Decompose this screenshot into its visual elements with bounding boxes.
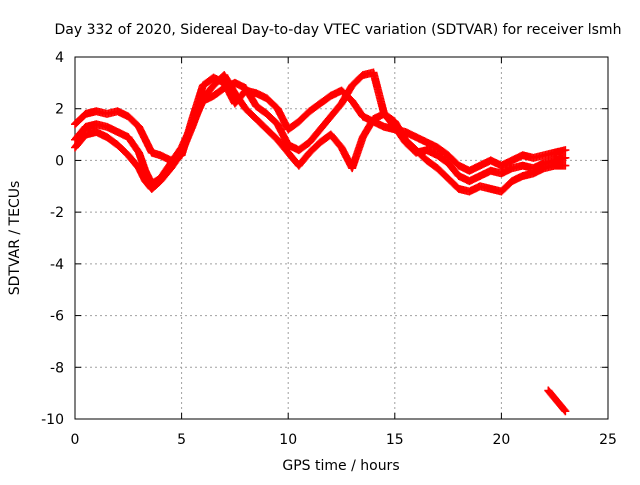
plot-area-frame <box>74 56 609 420</box>
y-tick-label: 2 <box>55 102 64 118</box>
chart-title: Day 332 of 2020, Sidereal Day-to-day VTE… <box>55 22 622 38</box>
x-tick-label: 15 <box>386 432 404 448</box>
data-layer <box>71 68 570 416</box>
series-track-b <box>71 68 570 188</box>
series-segment-d <box>544 386 570 416</box>
grid-layer <box>75 57 608 419</box>
x-tick-label: 25 <box>599 432 617 448</box>
data-point-marker <box>561 407 570 416</box>
y-tick-label: -8 <box>50 360 64 376</box>
data-point-marker <box>561 146 570 155</box>
y-tick-label: -2 <box>50 205 64 221</box>
data-point-marker <box>560 406 569 415</box>
y-tick-label: -4 <box>50 257 64 273</box>
data-point-marker <box>561 153 570 162</box>
x-tick-label: 10 <box>279 432 297 448</box>
axis-ticks: 0 5 10 15 20 25 -10 -8 -6 -4 -2 0 2 4 <box>41 50 617 448</box>
y-tick-label: -6 <box>50 309 64 325</box>
data-point-marker <box>561 161 570 170</box>
x-tick-label: 0 <box>71 432 80 448</box>
y-tick-label: -10 <box>41 412 64 428</box>
x-tick-label: 20 <box>492 432 510 448</box>
series-track-c <box>71 71 570 196</box>
y-axis-title: SDTVAR / TECUs <box>7 181 23 296</box>
y-tick-label: 4 <box>55 50 64 66</box>
y-tick-label: 0 <box>55 153 64 169</box>
x-axis-title: GPS time / hours <box>282 458 399 474</box>
x-tick-label: 5 <box>177 432 186 448</box>
